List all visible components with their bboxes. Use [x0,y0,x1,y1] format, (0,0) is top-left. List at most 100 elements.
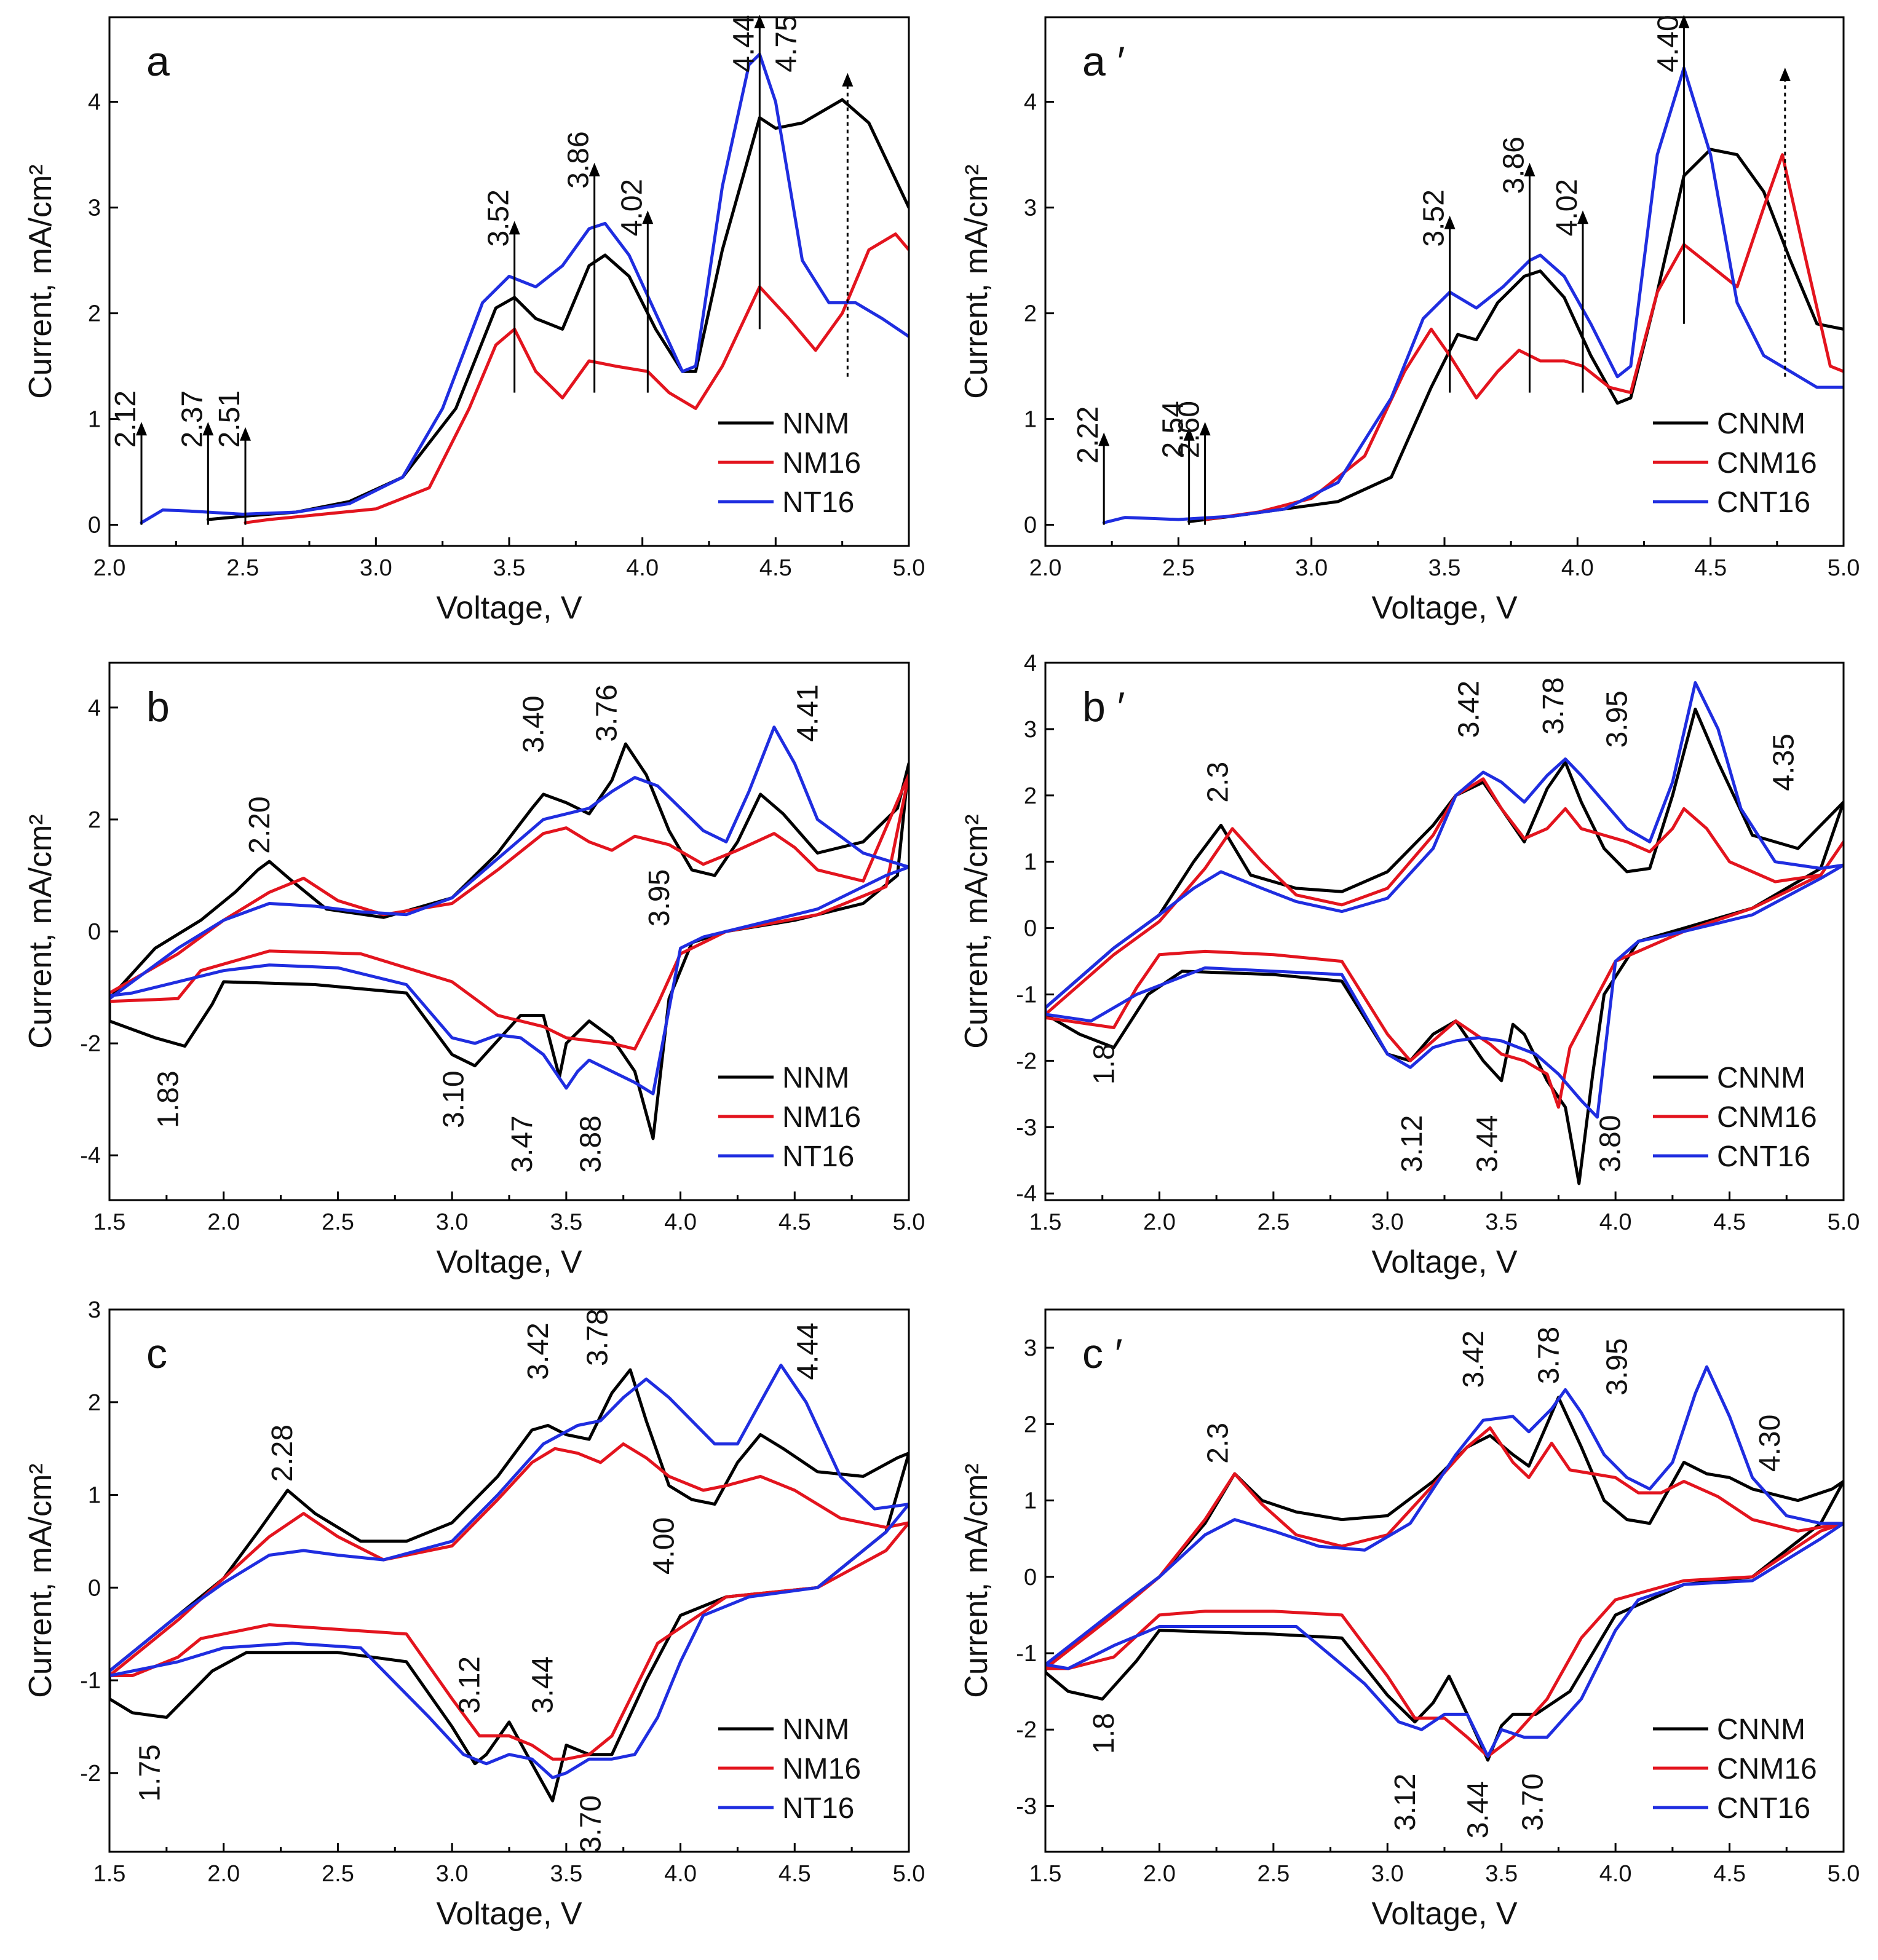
series-cnm16-line [1203,153,1844,521]
x-tick-label: 4.5 [759,555,792,581]
peak-label: 3.44 [527,1656,560,1713]
peak-label: 1.83 [152,1070,184,1128]
x-tick-label: 3.5 [550,1209,582,1235]
peak-arrowhead [240,427,251,441]
peak-label: 4.44 [727,15,760,72]
x-tick-label: 2.0 [1143,1861,1176,1887]
y-tick-label: 2 [1024,1412,1037,1437]
x-tick-label: 3.5 [1428,555,1461,581]
y-tick-label: 3 [1024,196,1037,221]
peak-label: 2.37 [176,390,208,448]
x-tick-label: 4.5 [779,1861,811,1887]
y-tick-label: -3 [1016,1115,1037,1140]
y-tick-label: 0 [88,1575,101,1601]
peak-label: 3.12 [1396,1115,1428,1172]
x-tick-label: 3.0 [360,555,392,581]
legend-label: CNM16 [1717,1753,1817,1785]
y-tick-label: 1 [88,407,101,433]
peak-arrowhead [1098,432,1110,446]
y-axis-title: Current, mA/cm² [23,164,58,398]
peak-label: 3.86 [563,131,595,188]
legend-label: CNT16 [1717,486,1810,519]
series-nnm-line [109,742,909,1140]
x-tick-label: 3.0 [1371,1209,1404,1235]
x-tick-label: 4.5 [1713,1861,1746,1887]
series-nt16-line [109,1364,909,1779]
peak-arrowhead [136,422,147,436]
legend-label: NM16 [782,1753,861,1785]
series-cnm16-line [1045,1426,1844,1758]
peak-label: 3.44 [1471,1115,1504,1172]
peak-label: 3.95 [1601,690,1634,748]
peak-arrowhead [1199,422,1211,436]
peak-label: 4.40 [1652,15,1684,72]
y-tick-label: 0 [1024,916,1037,942]
x-tick-label: 5.0 [893,1861,925,1887]
peak-label: 3.95 [643,869,676,927]
y-tick-label: -2 [80,1031,101,1057]
panel-b-prime: b ′ Voltage, V Current, mA/cm² 1.5 2.0 2.5… [959,650,1860,1280]
peak-label: 3.78 [1532,1327,1565,1384]
peak-label: 2.60 [1173,401,1206,458]
series-cnt16-line [1045,1365,1844,1758]
panel-label: c [146,1330,167,1377]
x-tick-label: 2.5 [1162,555,1195,581]
x-tick-label: 5.0 [1828,1861,1860,1887]
y-tick-label: 3 [1024,717,1037,743]
x-tick-label: 4.5 [779,1209,811,1235]
series-cnm16-line [1045,777,1844,1109]
y-tick-label: 2 [1024,301,1037,327]
x-tick-label: 3.5 [1485,1209,1518,1235]
panel-label: a ′ [1082,38,1125,85]
peak-label: 3.86 [1497,136,1530,194]
peak-label: 2.28 [266,1425,299,1482]
legend-label: NNM [782,408,849,440]
peak-label: 3.95 [1601,1338,1634,1395]
legend-label: NT16 [782,486,854,519]
y-tick-label: 2 [1024,783,1037,809]
x-tick-label: 2.5 [322,1209,354,1235]
y-axis-title: Current, mA/cm² [959,814,994,1048]
peak-label: 4.00 [648,1517,680,1575]
x-tick-label: 5.0 [1828,555,1860,581]
peak-arrowhead [1577,210,1588,224]
peak-arrowhead [1678,15,1690,28]
peak-label: 3.12 [1389,1774,1422,1831]
x-tick-label: 1.5 [93,1861,126,1887]
x-tick-label: 2.0 [1143,1209,1176,1235]
y-tick-label: -4 [80,1143,101,1169]
y-tick-label: 0 [88,919,101,945]
y-tick-label: 3 [88,1297,101,1323]
y-tick-label: 0 [1024,1565,1037,1591]
peak-label: 3.42 [1453,681,1486,738]
series-cnt16-line [1045,681,1844,1119]
x-tick-label: 5.0 [893,555,925,581]
panel-b: b Voltage, V Current, mA/cm² 1.5 2.0 2.5 3.… [23,662,925,1280]
y-tick-label: 1 [1024,850,1037,875]
x-axis-title: Voltage, V [1371,590,1517,626]
peak-label: 3.44 [1462,1781,1494,1838]
peak-label: 2.22 [1072,406,1104,464]
peak-label: 4.75 [771,15,803,72]
peak-label: 3.52 [1418,189,1451,247]
peak-label: 2.3 [1202,762,1235,803]
y-tick-label: 2 [88,301,101,327]
series-nm16-line [244,232,909,524]
panel-label: b ′ [1082,684,1125,730]
peak-label: 1.8 [1088,1713,1120,1754]
x-tick-label: 4.5 [1713,1209,1746,1235]
peak-label: 3.47 [506,1115,539,1172]
x-axis-title: Voltage, V [436,590,582,626]
peak-label: 4.30 [1754,1415,1786,1472]
y-tick-label: 2 [88,1390,101,1416]
x-axis-title: Voltage, V [1371,1896,1517,1932]
x-tick-label: 3.0 [1295,555,1328,581]
x-tick-label: 3.0 [1371,1861,1404,1887]
x-tick-label: 4.0 [1599,1209,1632,1235]
x-tick-label: 3.5 [1485,1861,1518,1887]
series-nnm-line [109,1368,909,1803]
peak-label: 4.41 [791,684,824,741]
x-tick-label: 2.0 [207,1209,240,1235]
legend-label: CNT16 [1717,1792,1810,1825]
y-tick-label: 4 [88,695,101,721]
